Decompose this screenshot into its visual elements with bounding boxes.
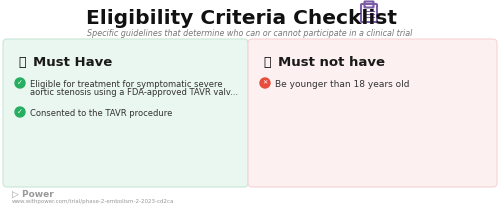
Text: Be younger than 18 years old: Be younger than 18 years old	[275, 80, 409, 89]
Text: aortic stenosis using a FDA-approved TAVR valv...: aortic stenosis using a FDA-approved TAV…	[30, 88, 238, 97]
Circle shape	[260, 78, 270, 88]
FancyBboxPatch shape	[248, 39, 497, 187]
Text: Eligibility Criteria Checklist: Eligibility Criteria Checklist	[86, 9, 398, 28]
Text: ▷ Power: ▷ Power	[12, 189, 54, 199]
Text: Specific guidelines that determine who can or cannot participate in a clinical t: Specific guidelines that determine who c…	[88, 28, 412, 38]
Text: ✓: ✓	[17, 109, 23, 115]
Circle shape	[15, 78, 25, 88]
Text: Consented to the TAVR procedure: Consented to the TAVR procedure	[30, 109, 172, 118]
Text: 👎: 👎	[263, 55, 270, 69]
Text: Eligible for treatment for symptomatic severe: Eligible for treatment for symptomatic s…	[30, 80, 222, 89]
Circle shape	[15, 107, 25, 117]
Text: 👍: 👍	[18, 55, 26, 69]
Text: Must not have: Must not have	[278, 55, 385, 69]
FancyBboxPatch shape	[3, 39, 248, 187]
Text: Must Have: Must Have	[33, 55, 112, 69]
Text: ✓: ✓	[17, 80, 23, 86]
Text: www.withpower.com/trial/phase-2-embolism-2-2023-cd2ca: www.withpower.com/trial/phase-2-embolism…	[12, 199, 174, 204]
Text: ✕: ✕	[262, 81, 268, 85]
